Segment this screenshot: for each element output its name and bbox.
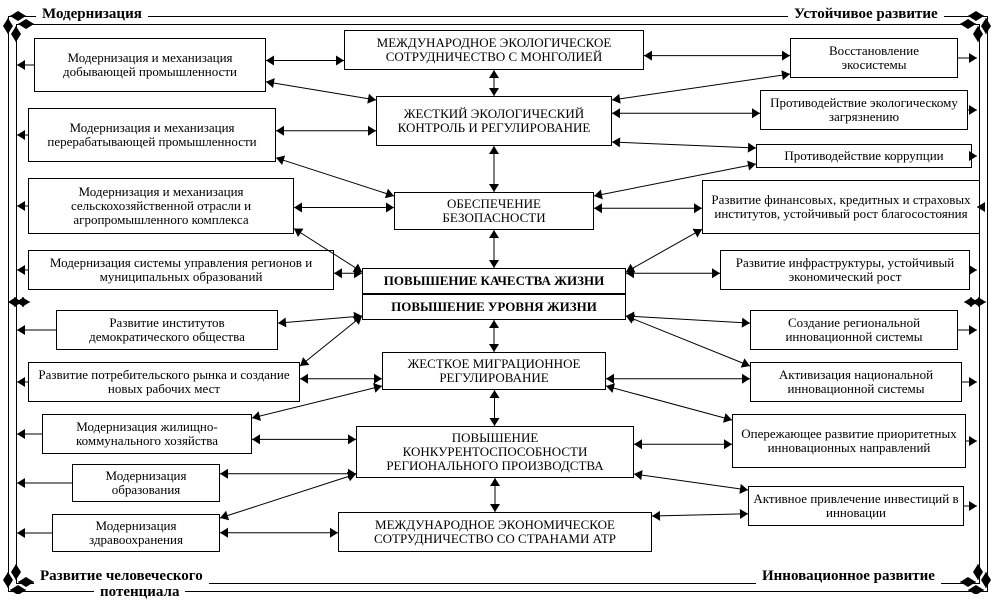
node-l9: Модернизация здравоохранения xyxy=(52,514,220,552)
corner-top_left: Модернизация xyxy=(36,6,148,23)
node-l4: Модернизация системы управления регионов… xyxy=(28,250,334,290)
diagram-canvas: Модернизация Устойчивое развитие Развитие … xyxy=(0,0,994,594)
node-r5: Развитие инфраструктуры, устойчивый экон… xyxy=(720,250,970,290)
node-c5: ПОВЫШЕНИЕ УРОВНЯ ЖИЗНИ xyxy=(362,294,626,320)
node-r2: Противодействие экологическому загрязнен… xyxy=(760,90,968,130)
corner-bot_right: Инновационное развитие xyxy=(756,568,941,585)
node-r8: Опережающее развитие приоритетных иннова… xyxy=(732,414,966,468)
node-c2: ЖЕСТКИЙ ЭКОЛОГИЧЕСКИЙ КОНТРОЛЬ И РЕГУЛИР… xyxy=(376,96,612,146)
node-l1: Модернизация и механизация добывающей пр… xyxy=(34,38,266,92)
node-r7: Активизация национальной инновационной с… xyxy=(750,362,962,402)
node-c3: ОБЕСПЕЧЕНИЕ БЕЗОПАСНОСТИ xyxy=(394,192,594,230)
node-c4: ПОВЫШЕНИЕ КАЧЕСТВА ЖИЗНИ xyxy=(362,268,626,294)
node-l3: Модернизация и механизация сельскохозяйс… xyxy=(28,178,294,234)
node-c1: МЕЖДУНАРОДНОЕ ЭКОЛОГИЧЕСКОЕ СОТРУДНИЧЕСТ… xyxy=(344,30,644,70)
corner-top_right: Устойчивое развитие xyxy=(788,6,944,23)
node-l5: Развитие институтов демократического общ… xyxy=(56,310,278,350)
node-r6: Создание региональной инновационной сист… xyxy=(750,310,958,350)
node-l6: Развитие потребительского рынка и создан… xyxy=(28,362,300,402)
node-r3: Противодействие коррупции xyxy=(756,144,972,168)
node-l8: Модернизация образования xyxy=(72,464,220,502)
node-c6: ЖЕСТКОЕ МИГРАЦИОННОЕ РЕГУЛИРОВАНИЕ xyxy=(382,352,606,390)
node-r1: Восстановление экосистемы xyxy=(790,38,958,78)
node-r9: Активное привлечение инвестиций в иннова… xyxy=(748,486,964,526)
corner-bot_left: Развитие человеческого xyxy=(34,568,209,585)
corner-bot_left2: потенциала xyxy=(94,584,185,601)
node-r4: Развитие финансовых, кредитных и страхов… xyxy=(702,180,980,234)
node-c8: МЕЖДУНАРОДНОЕ ЭКОНОМИЧЕСКОЕ СОТРУДНИЧЕСТ… xyxy=(338,512,652,552)
node-l2: Модернизация и механизация перерабатываю… xyxy=(28,108,276,162)
node-l7: Модернизация жилищно-коммунального хозяй… xyxy=(42,414,252,454)
node-c7: ПОВЫШЕНИЕ КОНКУРЕНТОСПОСОБНОСТИ РЕГИОНАЛ… xyxy=(356,426,634,478)
